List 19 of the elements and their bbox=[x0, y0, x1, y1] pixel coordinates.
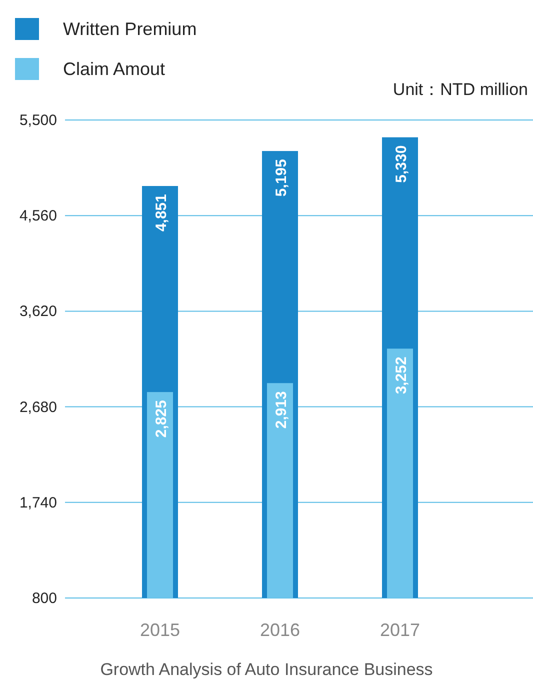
x-tick-label: 2017 bbox=[380, 620, 420, 640]
data-label: 3,252 bbox=[393, 356, 410, 394]
text: Unit：NTD million bbox=[392, 80, 528, 99]
data-label: 2,913 bbox=[273, 391, 290, 429]
data-label: 2,825 bbox=[153, 400, 170, 438]
x-tick-label: 2015 bbox=[140, 620, 180, 640]
data-label: 5,330 bbox=[393, 145, 410, 183]
y-tick-label: 3,620 bbox=[19, 303, 57, 320]
y-tick-label: 1,740 bbox=[19, 494, 57, 512]
y-tick-label: 800 bbox=[32, 590, 57, 607]
data-label: 5,195 bbox=[273, 159, 290, 197]
data-label: 4,851 bbox=[153, 194, 170, 232]
legend-label: Written Premium bbox=[63, 19, 197, 39]
y-tick-label: 4,560 bbox=[19, 208, 57, 225]
y-tick-label: 2,680 bbox=[19, 398, 57, 416]
x-axis-title: Growth Analysis of Auto Insurance Business bbox=[100, 660, 433, 679]
x-tick-label: 2016 bbox=[260, 620, 300, 640]
y-tick-label: 5,500 bbox=[19, 112, 57, 129]
legend-label: Claim Amout bbox=[63, 59, 166, 79]
